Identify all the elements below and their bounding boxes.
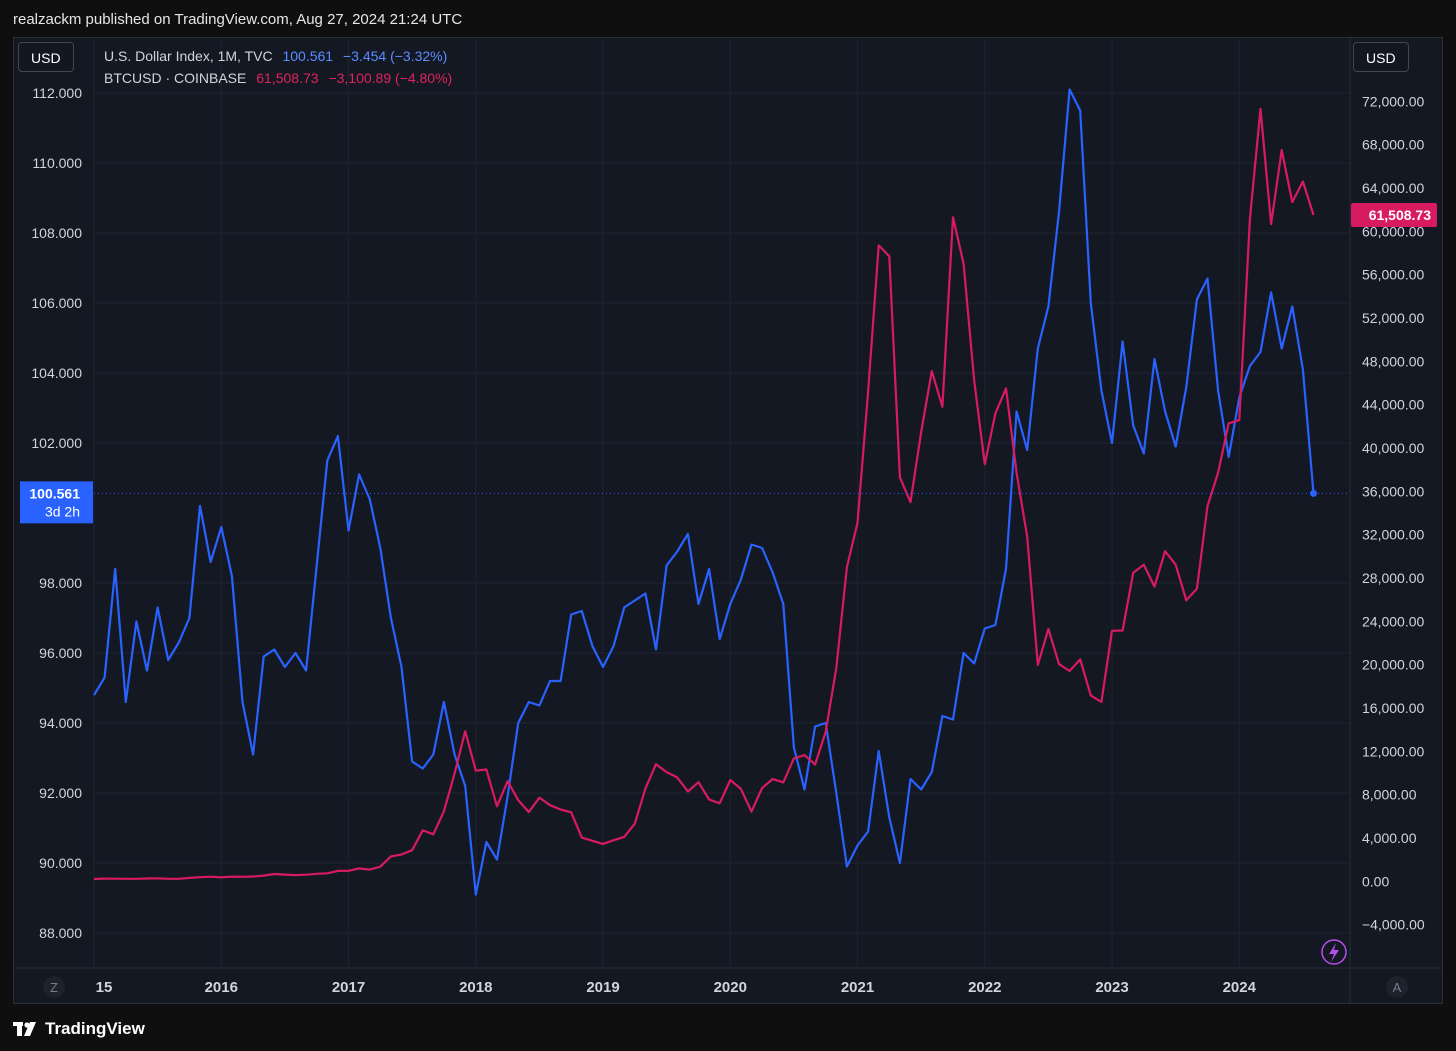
right-axis-tick-label: 52,000.00 — [1362, 310, 1424, 326]
time-axis-tick-label: 2019 — [586, 979, 619, 996]
publish-header: realzackm published on TradingView.com, … — [0, 0, 1456, 38]
time-axis-tick-label: 2024 — [1223, 979, 1257, 996]
left-axis-tick-label: 94.000 — [39, 715, 82, 731]
btc-price-label-bg — [1351, 202, 1437, 227]
dxy-price-label-countdown: 3d 2h — [45, 503, 80, 519]
right-axis-tick-label: 8,000.00 — [1362, 787, 1417, 803]
footer: TradingView — [0, 1005, 1456, 1051]
right-axis-tick-label: 68,000.00 — [1362, 137, 1424, 153]
right-axis-tick-label: 16,000.00 — [1362, 700, 1424, 716]
legend-btc-last: 61,508.73 — [256, 70, 319, 86]
right-axis-tick-label: 40,000.00 — [1362, 440, 1424, 456]
left-axis-tick-label: 98.000 — [39, 575, 82, 591]
time-axis-tick-label: 2017 — [332, 979, 365, 996]
time-axis-tick-label: 2018 — [459, 979, 492, 996]
left-axis-tick-label: 104.000 — [31, 365, 82, 381]
legend-dxy-change: −3.454 (−3.32%) — [342, 48, 448, 64]
right-axis-tick-label: 56,000.00 — [1362, 267, 1424, 283]
tradingview-logo[interactable]: TradingView — [13, 1019, 145, 1039]
series-line-dxy — [93, 88, 1315, 896]
right-axis-tick-label: 12,000.00 — [1362, 743, 1424, 759]
dxy-price-label-value: 100.561 — [29, 485, 80, 501]
time-axis-tick-label: 2016 — [205, 979, 238, 996]
legend-dxy-last: 100.561 — [282, 48, 334, 64]
right-axis-tick-label: 72,000.00 — [1362, 93, 1424, 109]
tradingview-logo-icon — [13, 1022, 36, 1036]
left-axis-tick-label: 102.000 — [31, 435, 82, 451]
right-axis-tick-label: 64,000.00 — [1362, 180, 1424, 196]
chart-canvas[interactable]: 88.000 90.000 92.000 94.000 96.000 98.000 102.… — [14, 38, 1442, 1003]
right-axis-tick-label: −4,000.00 — [1362, 917, 1425, 933]
auto-scale-button[interactable]: A — [1393, 980, 1402, 995]
legend-btc-name: BTCUSD · COINBASE — [104, 70, 247, 86]
zoom-reset-button[interactable]: Z — [50, 980, 58, 995]
right-scale-currency-button[interactable]: USD — [1353, 42, 1409, 72]
legend-dxy-name: U.S. Dollar Index, 1M, TVC — [104, 48, 273, 64]
time-axis-tick-label: 2023 — [1095, 979, 1128, 996]
lightning-icon-ring — [1321, 939, 1347, 965]
right-axis-tick-label: 24,000.00 — [1362, 613, 1424, 629]
left-axis-tick-label: 88.000 — [39, 925, 82, 941]
right-axis-tick-label: 20,000.00 — [1362, 657, 1424, 673]
time-axis-tick-label: 15 — [96, 979, 113, 996]
left-axis-tick-label: 108.000 — [31, 225, 82, 241]
left-axis-tick-label: 106.000 — [31, 295, 82, 311]
left-scale-currency-button[interactable]: USD — [18, 42, 74, 72]
right-axis-tick-label: 4,000.00 — [1362, 830, 1417, 846]
right-axis-tick-label: 32,000.00 — [1362, 527, 1424, 543]
dxy-last-point — [1310, 489, 1318, 497]
btc-price-label-value: 61,508.73 — [1369, 207, 1431, 223]
time-axis-tick-label: 2020 — [714, 979, 747, 996]
auto-scale-button-bg — [1386, 976, 1408, 998]
left-axis-tick-label: 92.000 — [39, 785, 82, 801]
left-axis-tick-label: 110.000 — [32, 155, 82, 171]
right-axis-tick-label: 28,000.00 — [1362, 570, 1424, 586]
chart-pane[interactable]: 88.000 90.000 92.000 94.000 96.000 98.000 102.… — [13, 37, 1443, 1004]
dxy-price-label-bg — [20, 481, 93, 524]
brand-name: TradingView — [45, 1019, 145, 1038]
right-axis-tick-label: 44,000.00 — [1362, 397, 1424, 413]
chart-background — [14, 38, 1442, 1003]
legend-btc-change: −3,100.89 (−4.80%) — [328, 70, 453, 86]
legend-dxy[interactable]: U.S. Dollar Index, 1M, TVC 100.561 −3.45… — [104, 48, 453, 64]
publisher-text: realzackm published on TradingView.com, … — [13, 11, 463, 28]
left-axis-tick-label: 112.000 — [32, 85, 82, 101]
left-axis-tick-label: 90.000 — [39, 855, 82, 871]
right-axis-tick-label: 60,000.00 — [1362, 223, 1424, 239]
time-axis-tick-label: 2022 — [968, 979, 1001, 996]
log-scale-button-bg-left — [43, 976, 65, 998]
right-axis-tick-label: 48,000.00 — [1362, 353, 1424, 369]
lightning-icon — [1329, 943, 1339, 962]
series-line-btc — [93, 107, 1315, 881]
time-axis-tick-label: 2021 — [841, 979, 874, 996]
left-axis-tick-label: 96.000 — [39, 645, 82, 661]
legend-btc[interactable]: BTCUSD · COINBASE 61,508.73 −3,100.89 (−… — [104, 70, 458, 86]
right-axis-tick-label: 0.00 — [1362, 873, 1389, 889]
right-axis-tick-label: 36,000.00 — [1362, 483, 1424, 499]
